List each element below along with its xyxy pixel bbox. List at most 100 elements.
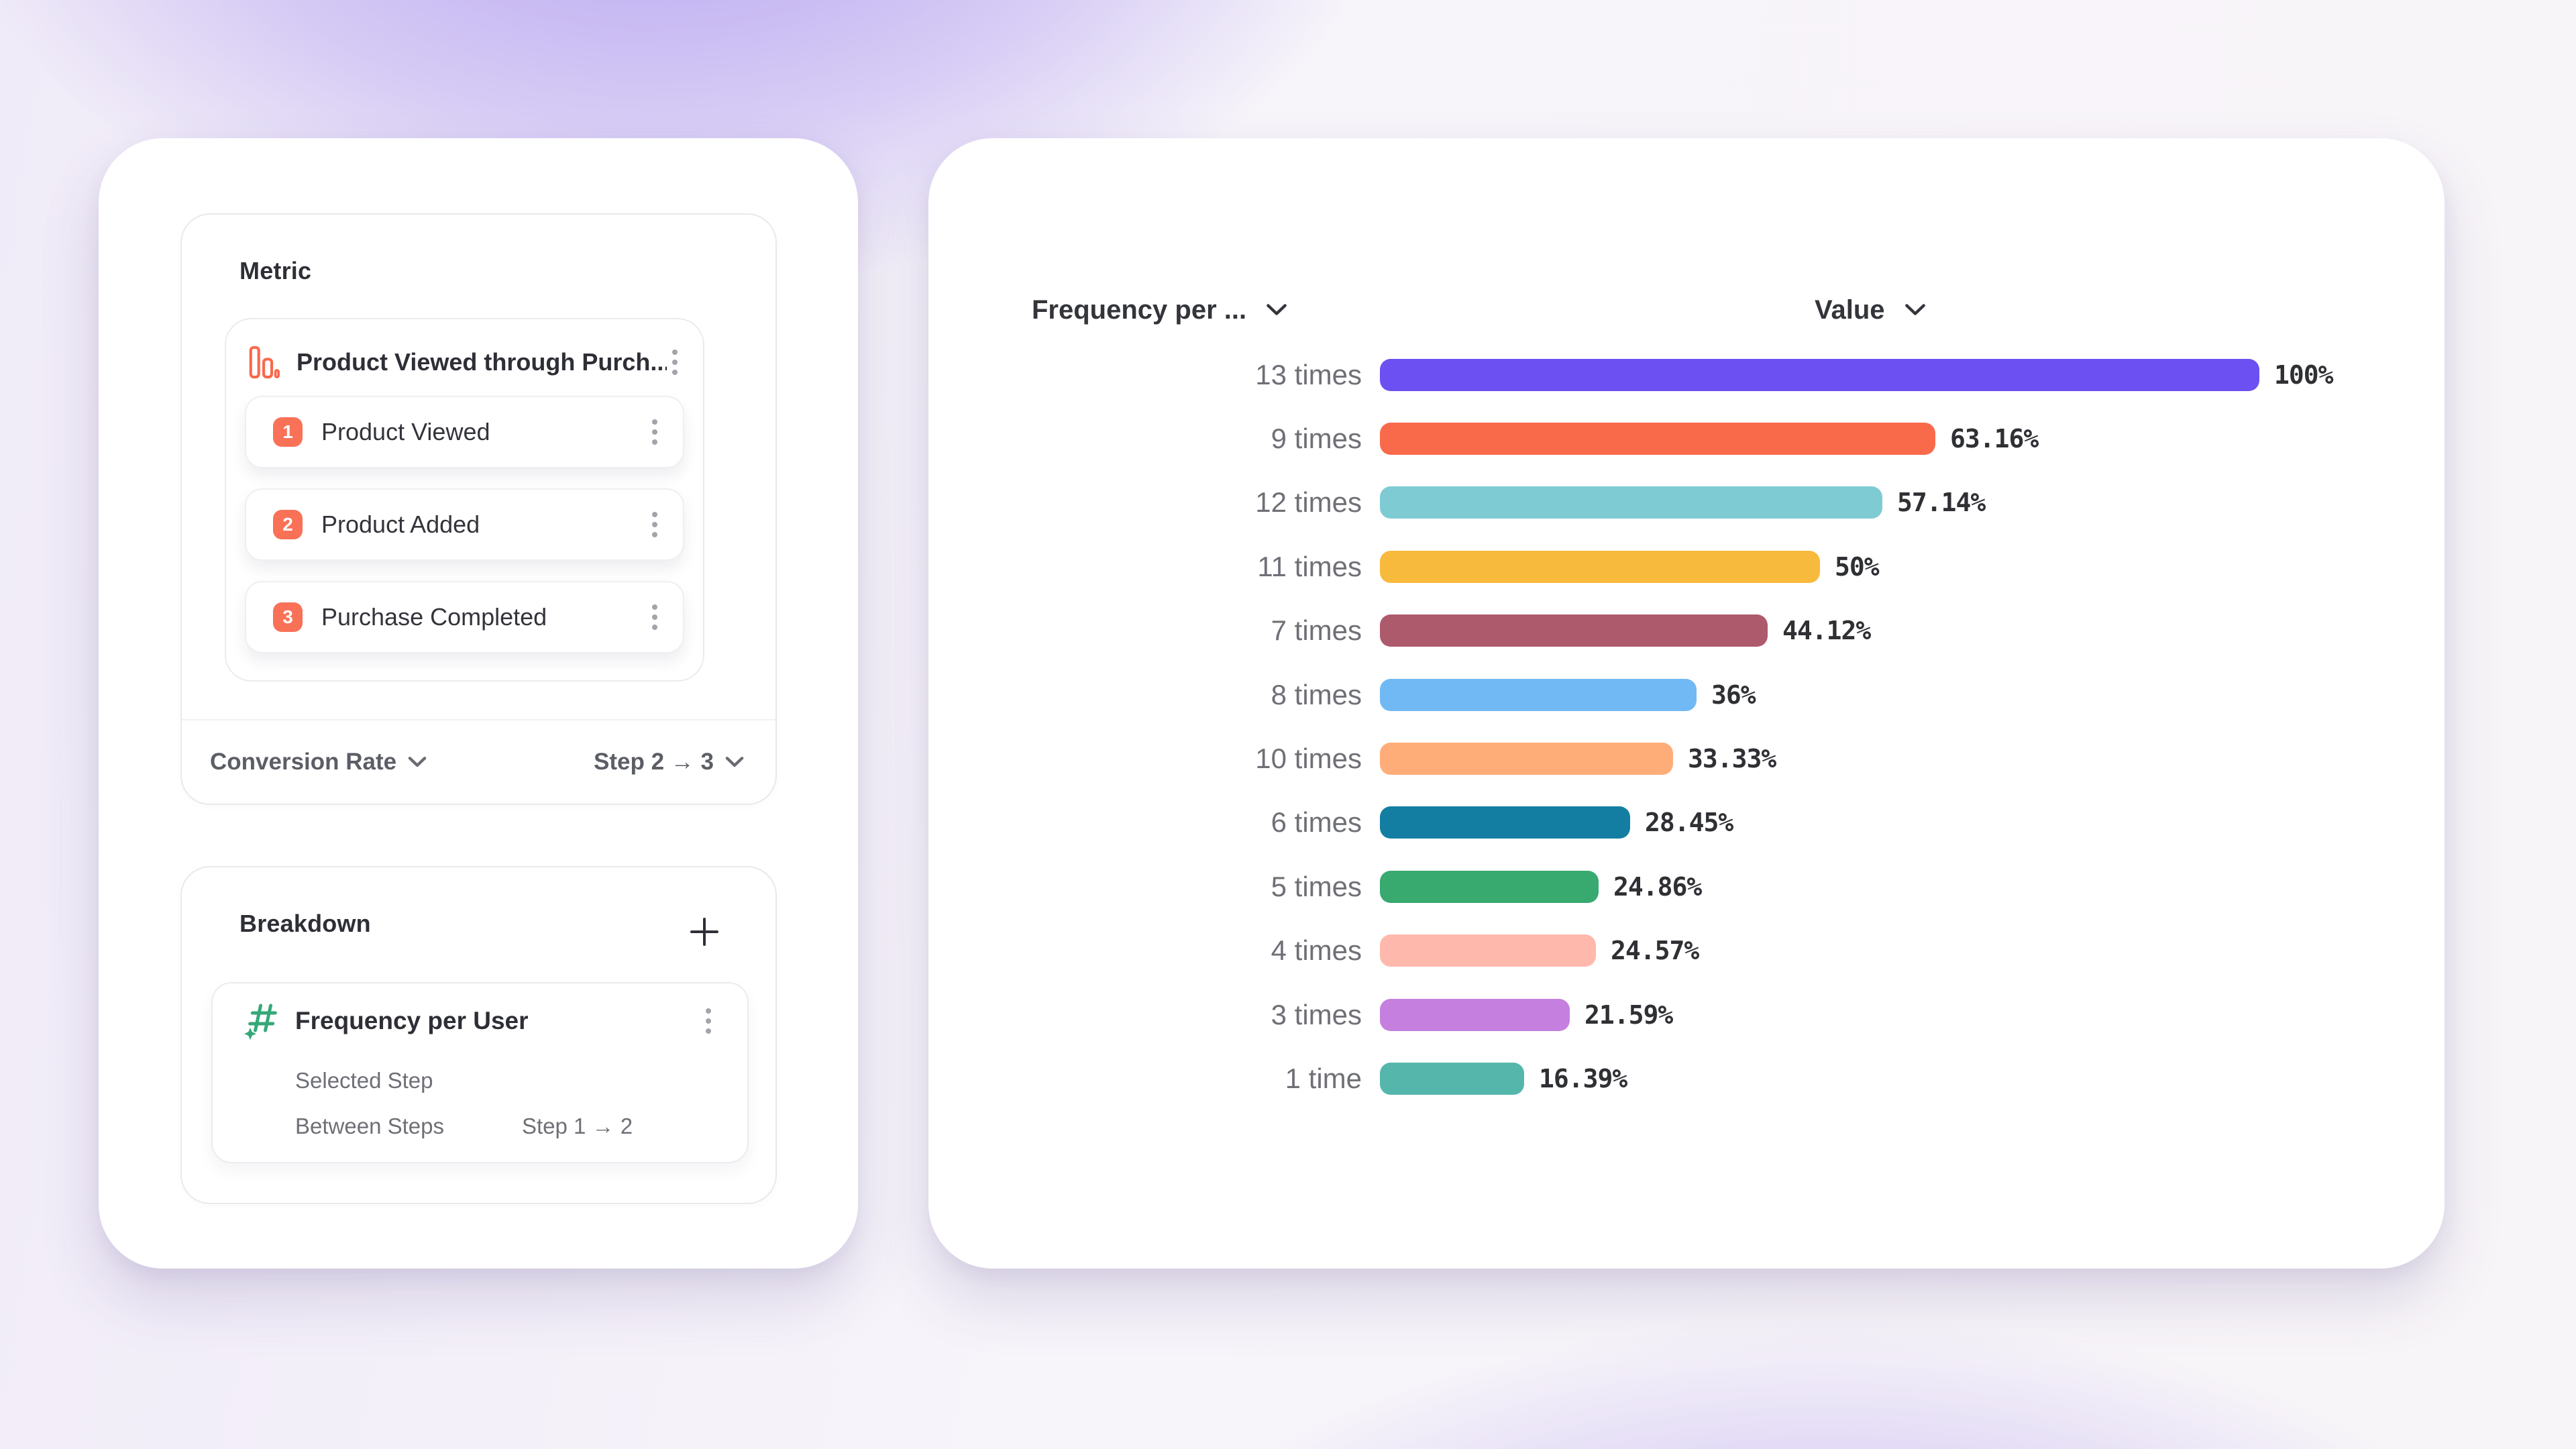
value-header-dropdown[interactable]: Value [1815, 287, 1927, 333]
funnel-kebab-menu-icon[interactable] [667, 344, 683, 380]
bar-value-label: 50% [1835, 551, 1880, 582]
value-header-label: Value [1815, 294, 1885, 325]
bar-track: 36% [1380, 678, 2445, 711]
query-builder-card: Metric Product Viewed through Purch... 1… [99, 138, 858, 1269]
bar-track: 50% [1380, 550, 2445, 583]
bar-row: 1 time 16.39% [928, 1046, 2445, 1110]
chevron-down-icon [407, 755, 427, 769]
bar-row: 10 times 33.33% [928, 727, 2445, 790]
bar-row: 13 times 100% [928, 343, 2445, 407]
bar-track: 24.86% [1380, 870, 2445, 903]
bar-value-label: 44.12% [1782, 616, 1871, 646]
bar-track: 33.33% [1380, 743, 2445, 775]
funnel-definition-box: Product Viewed through Purch... 1 Produc… [225, 318, 704, 682]
between-steps-label: Between Steps [295, 1114, 444, 1138]
funnel-step-2[interactable]: 2 Product Added [245, 488, 684, 561]
step-number-badge: 2 [273, 510, 303, 539]
selected-step-row[interactable]: Selected Step [295, 1068, 716, 1093]
bar-value-label: 57.14% [1897, 488, 1986, 518]
bar-value-label: 36% [1711, 680, 1756, 710]
bar-category-label: 9 times [1271, 423, 1362, 455]
bar[interactable] [1380, 486, 1882, 519]
add-breakdown-button[interactable] [687, 914, 722, 953]
bar-track: 16.39% [1380, 1062, 2445, 1095]
funnel-header[interactable]: Product Viewed through Purch... [226, 329, 703, 396]
step-label: Purchase Completed [321, 603, 547, 631]
breakdown-kebab-menu-icon[interactable] [700, 1003, 716, 1039]
bar-value-label: 28.45% [1645, 808, 1733, 838]
x-axis-header-label: Frequency per ... [1032, 294, 1247, 325]
chart-card: Frequency per ... Value 13 times 100% 9 ti… [928, 138, 2445, 1269]
bar-value-label: 63.16% [1950, 424, 2039, 454]
bar-category-label: 10 times [1255, 743, 1362, 775]
bar-value-label: 24.86% [1613, 871, 1702, 902]
metric-panel: Metric Product Viewed through Purch... 1… [180, 213, 777, 805]
bar-row: 4 times 24.57% [928, 919, 2445, 983]
bar-row: 8 times 36% [928, 663, 2445, 727]
bar-category-label: 11 times [1257, 550, 1362, 582]
bar[interactable] [1380, 934, 1596, 967]
bar[interactable] [1380, 1062, 1524, 1095]
bar-category-label: 1 time [1285, 1062, 1362, 1094]
step-range-dropdown[interactable]: Step 2 → 3 [594, 749, 745, 775]
bar-value-label: 33.33% [1688, 744, 1776, 774]
bar-row: 5 times 24.86% [928, 855, 2445, 918]
between-steps-row[interactable]: Between Steps Step 1 → 2 [295, 1114, 716, 1139]
breakdown-property-name: Frequency per User [295, 1007, 529, 1034]
step-kebab-menu-icon[interactable] [647, 506, 663, 543]
bar-row: 12 times 57.14% [928, 471, 2445, 535]
bar-category-label: 8 times [1271, 678, 1362, 710]
bar-value-label: 100% [2274, 360, 2334, 390]
breakdown-panel-title: Breakdown [239, 910, 371, 937]
bar-category-label: 5 times [1271, 870, 1362, 902]
bar-value-label: 24.57% [1611, 936, 1699, 966]
bar-track: 28.45% [1380, 806, 2445, 839]
bar-row: 6 times 28.45% [928, 791, 2445, 855]
bar-category-label: 12 times [1255, 486, 1362, 519]
bar-category-label: 3 times [1271, 998, 1362, 1030]
funnel-step-1[interactable]: 1 Product Viewed [245, 396, 684, 468]
x-axis-header-dropdown[interactable]: Frequency per ... [1032, 287, 1288, 333]
step-label: Product Added [321, 511, 480, 538]
bar[interactable] [1380, 743, 1673, 775]
bar[interactable] [1380, 550, 1820, 583]
bar-category-label: 13 times [1255, 358, 1362, 390]
bar-row: 7 times 44.12% [928, 599, 2445, 663]
chevron-down-icon [1904, 303, 1927, 317]
bar[interactable] [1380, 870, 1599, 903]
conversion-rate-dropdown[interactable]: Conversion Rate [210, 749, 427, 775]
bar-category-label: 6 times [1271, 806, 1362, 839]
step-number-badge: 1 [273, 417, 303, 447]
bar[interactable] [1380, 614, 1768, 647]
funnel-title: Product Viewed through Purch... [297, 348, 667, 376]
bar-row: 3 times 21.59% [928, 983, 2445, 1046]
conversion-rate-label: Conversion Rate [210, 749, 397, 775]
bar[interactable] [1380, 358, 2259, 391]
funnel-step-3[interactable]: 3 Purchase Completed [245, 581, 684, 653]
bar[interactable] [1380, 423, 1935, 455]
frequency-hash-icon [244, 1002, 278, 1040]
bar-track: 100% [1380, 358, 2445, 391]
bar[interactable] [1380, 678, 1697, 711]
step-kebab-menu-icon[interactable] [647, 414, 663, 450]
bar[interactable] [1380, 806, 1630, 839]
bar-track: 24.57% [1380, 934, 2445, 967]
between-steps-value: Step 1 → 2 [521, 1114, 633, 1138]
bar-row: 9 times 63.16% [928, 407, 2445, 470]
step-range-label: Step 2 → 3 [594, 749, 714, 775]
metric-footer-divider [182, 719, 775, 720]
bar-category-label: 7 times [1271, 614, 1362, 647]
bar-row: 11 times 50% [928, 535, 2445, 598]
bar-track: 44.12% [1380, 614, 2445, 647]
selected-step-label: Selected Step [295, 1068, 433, 1093]
bar-track: 57.14% [1380, 486, 2445, 519]
metric-panel-title: Metric [239, 257, 312, 284]
bar[interactable] [1380, 998, 1570, 1031]
chevron-down-icon [724, 755, 745, 769]
chevron-down-icon [1265, 303, 1288, 317]
breakdown-item: Frequency per User Selected Step Between… [211, 982, 749, 1163]
step-label: Product Viewed [321, 418, 490, 445]
bar-track: 63.16% [1380, 423, 2445, 455]
step-kebab-menu-icon[interactable] [647, 599, 663, 635]
